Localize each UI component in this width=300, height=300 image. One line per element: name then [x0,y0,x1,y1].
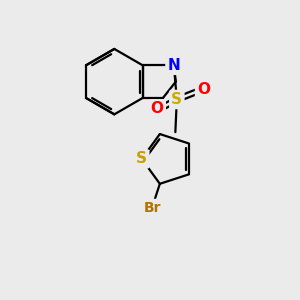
Text: Br: Br [143,201,161,215]
Text: N: N [167,58,180,73]
Text: O: O [151,101,164,116]
Text: O: O [197,82,210,98]
Text: S: S [171,92,182,107]
Text: S: S [136,152,147,166]
